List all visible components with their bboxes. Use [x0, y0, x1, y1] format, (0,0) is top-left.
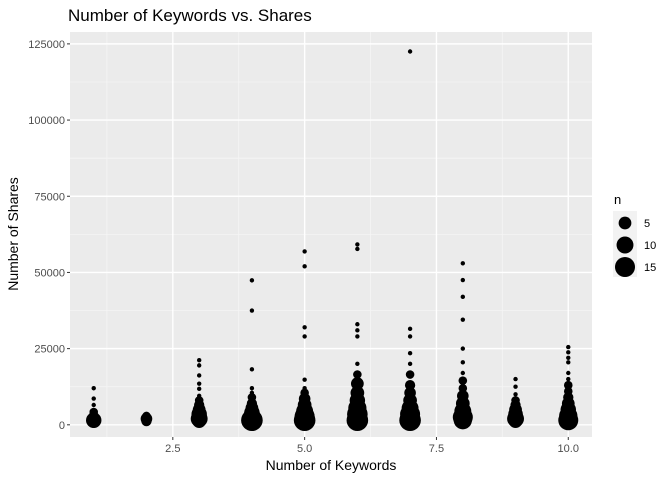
data-point	[346, 409, 369, 432]
legend-label: 15	[644, 262, 656, 274]
data-point	[460, 277, 466, 283]
data-point	[355, 246, 360, 252]
data-point	[460, 346, 466, 351]
y-tick-label: 125000	[28, 39, 65, 51]
data-point	[196, 358, 202, 363]
x-tick-label: 7.5	[429, 443, 444, 455]
y-tick-label: 25000	[34, 344, 65, 356]
y-tick-label: 75000	[34, 191, 65, 203]
data-point	[249, 386, 255, 391]
x-tick-label: 2.5	[165, 443, 180, 455]
data-point	[460, 294, 466, 300]
data-point	[566, 360, 571, 365]
data-point	[460, 317, 466, 322]
chart-title: Number of Keywords vs. Shares	[68, 6, 312, 25]
data-points	[86, 49, 579, 432]
data-point	[91, 386, 96, 391]
data-point	[566, 376, 571, 382]
legend-label: 10	[644, 240, 656, 252]
data-point	[192, 414, 207, 429]
legend-key-point	[618, 216, 632, 230]
data-point	[558, 410, 579, 431]
data-point	[302, 334, 307, 339]
data-point	[91, 396, 96, 401]
legend: n 5 10 15	[613, 192, 656, 278]
data-point	[407, 334, 413, 339]
data-point	[563, 380, 573, 390]
data-point	[407, 350, 413, 356]
data-point	[453, 411, 472, 430]
data-point	[87, 416, 100, 428]
major-gridlines	[70, 32, 592, 437]
y-axis-ticks: 0 25000 50000 75000 100000 125000	[28, 39, 70, 432]
data-point	[196, 363, 202, 368]
data-point	[353, 370, 362, 379]
data-point	[302, 325, 307, 330]
x-tick-label: 10.0	[558, 443, 579, 455]
data-point	[407, 326, 413, 332]
data-point	[196, 381, 202, 386]
data-point	[513, 384, 518, 389]
data-point	[249, 308, 255, 313]
data-point	[566, 350, 571, 355]
minor-gridlines	[70, 32, 592, 437]
data-point	[460, 360, 466, 365]
data-point	[566, 355, 571, 360]
data-point	[355, 334, 360, 339]
data-point	[399, 409, 421, 432]
data-point	[293, 409, 316, 432]
x-axis-title: Number of Keywords	[266, 457, 397, 473]
data-point	[196, 373, 202, 378]
data-point	[460, 370, 466, 376]
data-point	[196, 386, 202, 392]
data-point	[566, 370, 571, 376]
data-point	[302, 249, 307, 254]
data-point	[249, 278, 255, 283]
data-point	[405, 370, 415, 379]
data-point	[508, 414, 523, 429]
y-tick-label: 50000	[34, 267, 65, 279]
data-point	[458, 376, 468, 385]
data-point	[513, 392, 518, 397]
x-tick-label: 5.0	[297, 443, 312, 455]
data-point	[355, 328, 360, 333]
y-axis-title: Number of Shares	[5, 177, 21, 291]
data-point	[458, 383, 468, 393]
data-point	[91, 402, 96, 408]
data-point	[241, 409, 263, 432]
data-point	[407, 49, 413, 54]
data-point	[513, 376, 518, 382]
data-point	[566, 344, 571, 350]
y-tick-label: 100000	[28, 115, 65, 127]
data-point	[355, 242, 360, 247]
data-point	[144, 420, 149, 426]
legend-key-point	[614, 256, 636, 278]
x-axis-ticks: 2.5 5.0 7.5 10.0	[165, 437, 579, 455]
data-point	[355, 361, 360, 367]
y-tick-label: 0	[59, 420, 65, 432]
data-point	[302, 377, 307, 382]
data-point	[460, 261, 466, 266]
data-point	[407, 361, 413, 367]
legend-label: 5	[644, 218, 650, 230]
legend-key-point	[616, 236, 634, 254]
data-point	[355, 322, 360, 327]
legend-title: n	[614, 192, 621, 207]
data-point	[302, 264, 307, 269]
data-point	[249, 367, 255, 372]
